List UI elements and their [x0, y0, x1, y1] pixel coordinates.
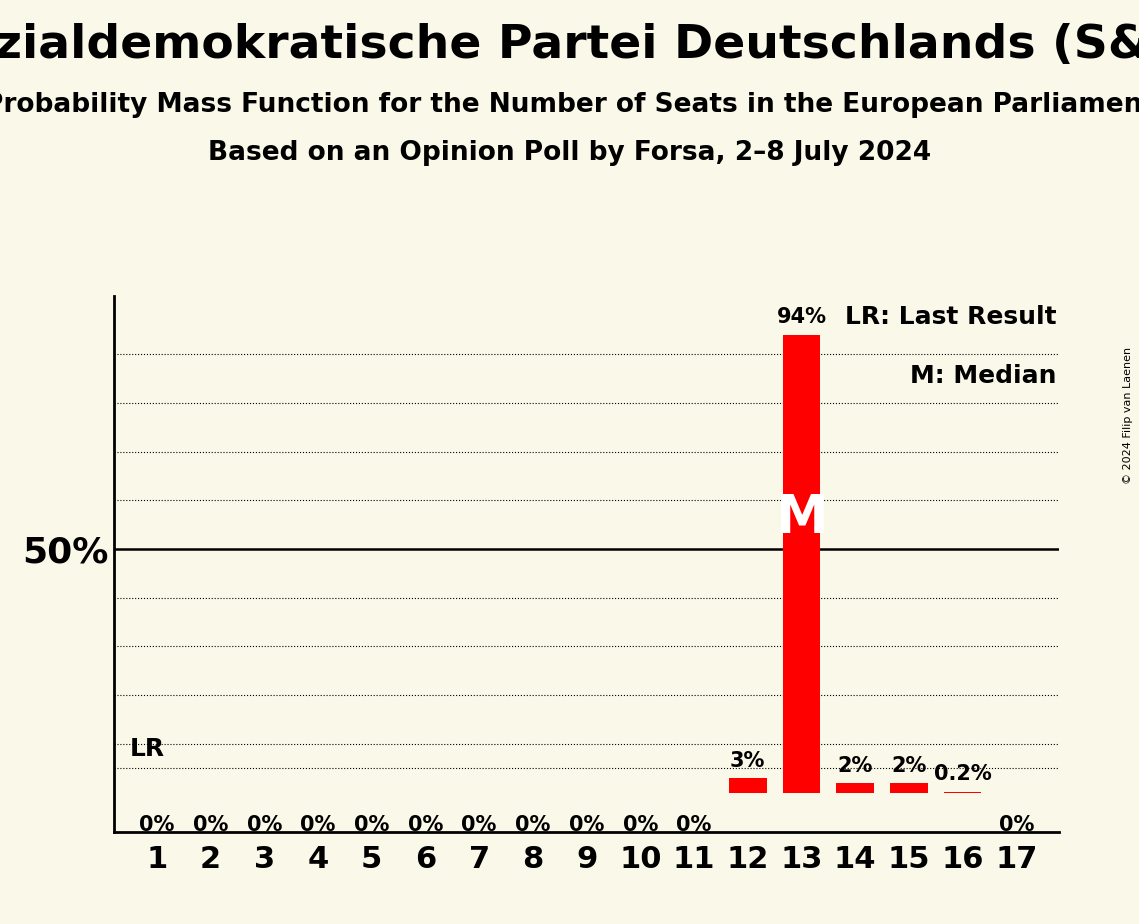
Text: LR: LR: [130, 737, 165, 761]
Text: M: M: [776, 492, 828, 544]
Text: Sozialdemokratische Partei Deutschlands (S&D): Sozialdemokratische Partei Deutschlands …: [0, 23, 1139, 68]
Text: 0%: 0%: [461, 815, 497, 834]
Text: 0%: 0%: [623, 815, 658, 834]
Text: LR: Last Result: LR: Last Result: [845, 306, 1057, 330]
Text: 0%: 0%: [515, 815, 550, 834]
Text: M: Median: M: Median: [910, 364, 1057, 388]
Text: 0%: 0%: [354, 815, 390, 834]
Bar: [782, 334, 820, 793]
Text: 2%: 2%: [837, 756, 872, 775]
Text: 0%: 0%: [999, 815, 1034, 834]
Text: 0%: 0%: [139, 815, 174, 834]
Text: 0%: 0%: [408, 815, 443, 834]
Text: 0%: 0%: [568, 815, 605, 834]
Text: 0%: 0%: [192, 815, 228, 834]
Bar: [944, 792, 982, 793]
Text: 0%: 0%: [677, 815, 712, 834]
Text: Based on an Opinion Poll by Forsa, 2–8 July 2024: Based on an Opinion Poll by Forsa, 2–8 J…: [208, 140, 931, 166]
Text: 94%: 94%: [777, 308, 827, 327]
Text: 3%: 3%: [730, 750, 765, 771]
Bar: [890, 783, 927, 793]
Text: © 2024 Filip van Laenen: © 2024 Filip van Laenen: [1123, 347, 1133, 484]
Text: 0.2%: 0.2%: [934, 764, 991, 784]
Text: 0%: 0%: [301, 815, 336, 834]
Bar: [729, 778, 767, 793]
Text: 0%: 0%: [247, 815, 282, 834]
Bar: [836, 783, 874, 793]
Text: 2%: 2%: [891, 756, 926, 775]
Text: Probability Mass Function for the Number of Seats in the European Parliament: Probability Mass Function for the Number…: [0, 92, 1139, 118]
